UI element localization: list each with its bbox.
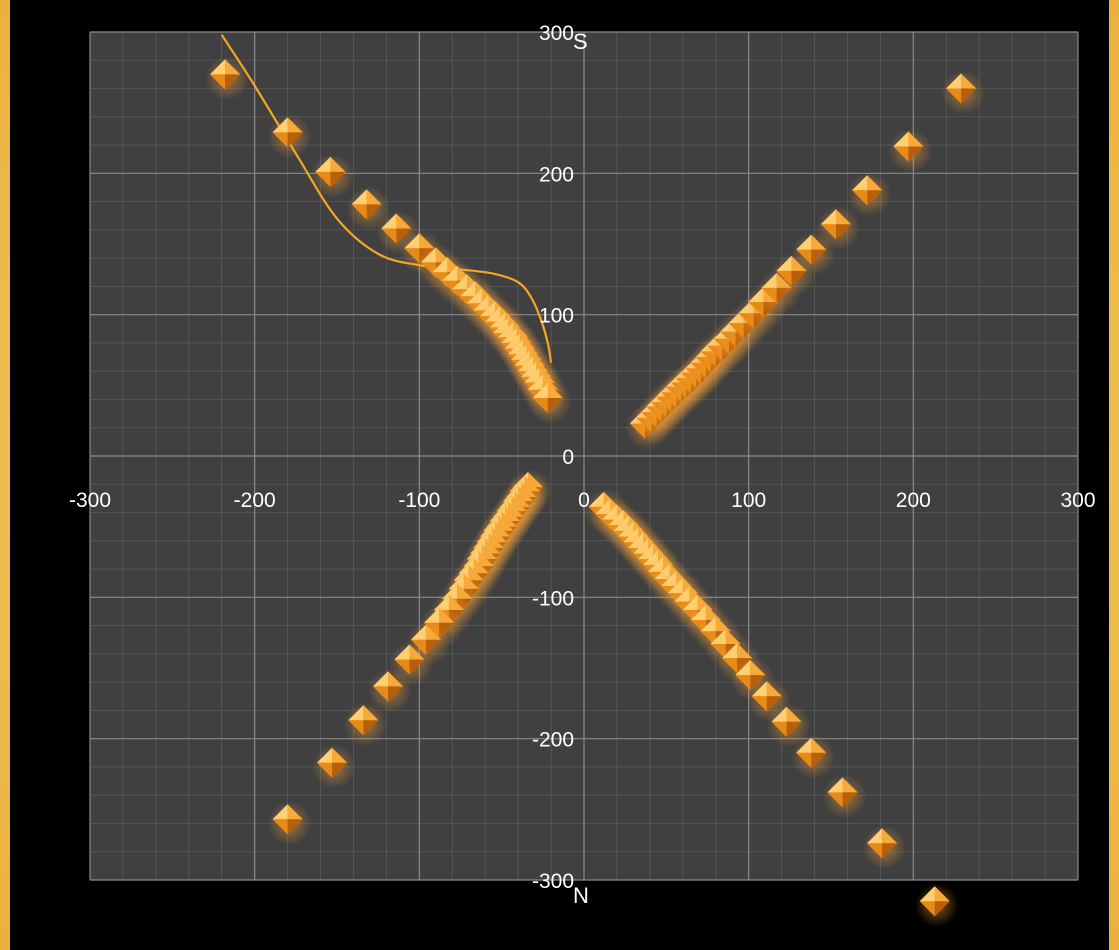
tick-labels: -300 -200 -100 0 100 200 300 300 200 100 0 -100 -200… bbox=[69, 22, 1096, 893]
data-point bbox=[862, 825, 907, 870]
data-point bbox=[847, 172, 892, 217]
y-tick-label: 300 bbox=[539, 22, 574, 45]
data-point bbox=[267, 801, 312, 846]
bottom-axis-label: N bbox=[573, 883, 589, 908]
x-tick-label: 100 bbox=[731, 489, 766, 512]
data-point bbox=[346, 186, 391, 231]
data-markers bbox=[205, 56, 986, 928]
x-tick-label: 0 bbox=[578, 489, 590, 512]
x-tick-label: 300 bbox=[1060, 489, 1095, 512]
data-point bbox=[205, 56, 250, 101]
major-gridlines bbox=[89, 31, 1079, 881]
y-tick-label: -300 bbox=[532, 870, 574, 893]
data-point bbox=[822, 774, 867, 819]
data-point bbox=[312, 744, 357, 789]
data-point bbox=[267, 114, 312, 159]
data-point bbox=[368, 668, 413, 713]
y-tick-label: -200 bbox=[532, 729, 574, 752]
data-point bbox=[766, 703, 811, 748]
data-point bbox=[791, 734, 836, 779]
data-point bbox=[376, 210, 421, 255]
data-point bbox=[815, 206, 860, 251]
y-tick-label: 0 bbox=[562, 446, 574, 469]
data-point bbox=[527, 380, 572, 425]
data-point bbox=[771, 252, 816, 297]
x-tick-label: -100 bbox=[398, 489, 440, 512]
x-tick-label: -300 bbox=[69, 489, 111, 512]
x-tick-label: 200 bbox=[896, 489, 931, 512]
y-tick-label: 100 bbox=[539, 305, 574, 328]
y-tick-label: -100 bbox=[532, 587, 574, 610]
y-tick-label: 200 bbox=[539, 163, 574, 186]
data-point bbox=[941, 70, 986, 115]
data-point bbox=[914, 883, 959, 928]
data-point bbox=[343, 702, 388, 747]
x-tick-label: -200 bbox=[234, 489, 276, 512]
data-point bbox=[310, 153, 355, 198]
top-axis-label: S bbox=[573, 29, 588, 54]
chart: -300 -200 -100 0 100 200 300 300 200 100 0 -100 -200… bbox=[10, 0, 1109, 950]
data-point bbox=[888, 128, 933, 173]
